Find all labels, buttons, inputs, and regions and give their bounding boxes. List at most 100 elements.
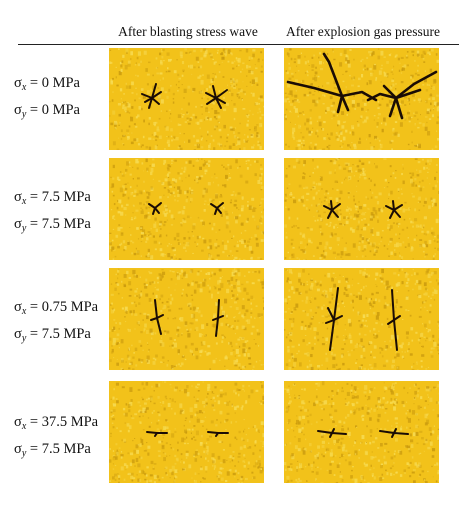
crack-line bbox=[148, 203, 156, 209]
crack-line bbox=[215, 432, 219, 437]
speckle-texture bbox=[109, 158, 264, 260]
crack-line bbox=[150, 317, 158, 321]
crack-line bbox=[333, 315, 343, 321]
row-label-1: σx = 0 MPa σy = 0 MPa bbox=[14, 72, 80, 126]
panel-r2-stress-wave bbox=[109, 158, 264, 260]
header-rule bbox=[18, 44, 459, 45]
crack-line bbox=[151, 91, 162, 99]
crack-line bbox=[217, 315, 224, 319]
crack-line bbox=[154, 299, 158, 319]
sigma-x-line: σx = 7.5 MPa bbox=[14, 189, 91, 207]
crack-line bbox=[217, 299, 220, 319]
crack-pattern bbox=[323, 200, 403, 219]
crack-line bbox=[331, 432, 347, 435]
row-label-3: σx = 0.75 MPa σy = 7.5 MPa bbox=[14, 296, 98, 350]
crack-line bbox=[317, 430, 333, 434]
crack-pattern bbox=[286, 52, 438, 120]
crack-line bbox=[394, 96, 404, 120]
crack-line bbox=[148, 97, 153, 109]
panel-r1-stress-wave bbox=[109, 48, 264, 150]
crack-line bbox=[391, 289, 395, 321]
crack-line bbox=[151, 97, 160, 105]
speckle-texture bbox=[109, 48, 264, 150]
crack-line bbox=[323, 205, 333, 211]
panel-r2-gas-pressure bbox=[284, 158, 439, 260]
crack-line bbox=[329, 319, 335, 351]
crack-line bbox=[327, 307, 335, 321]
crack-line bbox=[340, 94, 350, 112]
panel-background bbox=[284, 268, 439, 370]
sigma-x-line: σx = 37.5 MPa bbox=[14, 414, 99, 432]
panel-r3-gas-pressure bbox=[284, 268, 439, 370]
crack-pattern bbox=[317, 428, 409, 438]
speckle-texture bbox=[284, 158, 439, 260]
crack-line bbox=[331, 203, 341, 211]
panel-background bbox=[284, 48, 439, 150]
crack-line bbox=[393, 428, 397, 434]
crack-line bbox=[216, 207, 222, 214]
crack-line bbox=[333, 287, 339, 321]
speckle-texture bbox=[109, 381, 264, 483]
sigma-y-line: σy = 7.5 MPa bbox=[14, 326, 91, 344]
crack-line bbox=[215, 97, 226, 104]
crack-line bbox=[382, 84, 398, 100]
crack-line bbox=[322, 52, 344, 98]
crack-pattern bbox=[141, 83, 228, 109]
crack-line bbox=[325, 319, 335, 324]
panel-background bbox=[284, 381, 439, 483]
panel-background bbox=[109, 48, 264, 150]
panel-r1-gas-pressure bbox=[284, 48, 439, 150]
crack-line bbox=[327, 209, 333, 219]
crack-line bbox=[379, 430, 395, 434]
crack-line bbox=[286, 80, 344, 98]
crack-line bbox=[151, 83, 157, 99]
crack-line bbox=[216, 202, 224, 209]
crack-line bbox=[215, 317, 219, 337]
crack-line bbox=[388, 96, 398, 118]
crack-line bbox=[389, 209, 395, 219]
crack-line bbox=[393, 319, 398, 351]
panel-background bbox=[109, 268, 264, 370]
crack-line bbox=[387, 319, 395, 325]
crack-line bbox=[144, 97, 153, 103]
crack-line bbox=[154, 207, 160, 214]
crack-line bbox=[206, 97, 217, 105]
crack-line bbox=[207, 431, 219, 434]
crack-line bbox=[154, 202, 162, 209]
crack-line bbox=[336, 94, 344, 114]
crack-line bbox=[156, 317, 162, 335]
sigma-y-line: σy = 0 MPa bbox=[14, 102, 80, 120]
panel-background bbox=[109, 158, 264, 260]
crack-line bbox=[331, 209, 339, 218]
speckle-texture bbox=[284, 381, 439, 483]
crack-line bbox=[215, 89, 228, 99]
sigma-y-line: σy = 7.5 MPa bbox=[14, 216, 91, 234]
speckle-texture bbox=[109, 268, 264, 370]
crack-line bbox=[393, 209, 401, 218]
crack-line bbox=[154, 432, 158, 437]
crack-line bbox=[215, 97, 222, 109]
crack-line bbox=[212, 85, 217, 99]
row-label-2: σx = 7.5 MPa σy = 7.5 MPa bbox=[14, 186, 91, 240]
sigma-y-line: σy = 7.5 MPa bbox=[14, 441, 91, 459]
crack-line bbox=[331, 428, 335, 434]
panel-r4-gas-pressure bbox=[284, 381, 439, 483]
crack-line bbox=[210, 203, 218, 209]
crack-line bbox=[394, 70, 438, 100]
crack-line bbox=[393, 315, 401, 321]
crack-line bbox=[394, 88, 422, 100]
sigma-x-line: σx = 0.75 MPa bbox=[14, 299, 99, 317]
sigma-x-line: σx = 0 MPa bbox=[14, 75, 80, 93]
crack-line bbox=[205, 92, 217, 99]
crack-pattern bbox=[150, 299, 224, 337]
crack-line bbox=[330, 200, 333, 211]
crack-line bbox=[156, 314, 164, 319]
crack-line bbox=[393, 432, 409, 435]
crack-pattern bbox=[325, 287, 401, 351]
row-label-4: σx = 37.5 MPa σy = 7.5 MPa bbox=[14, 411, 98, 465]
crack-line bbox=[393, 204, 403, 211]
column-header-gas-pressure: After explosion gas pressure bbox=[285, 24, 441, 39]
crack-line bbox=[146, 431, 158, 434]
panel-r4-stress-wave bbox=[109, 381, 264, 483]
